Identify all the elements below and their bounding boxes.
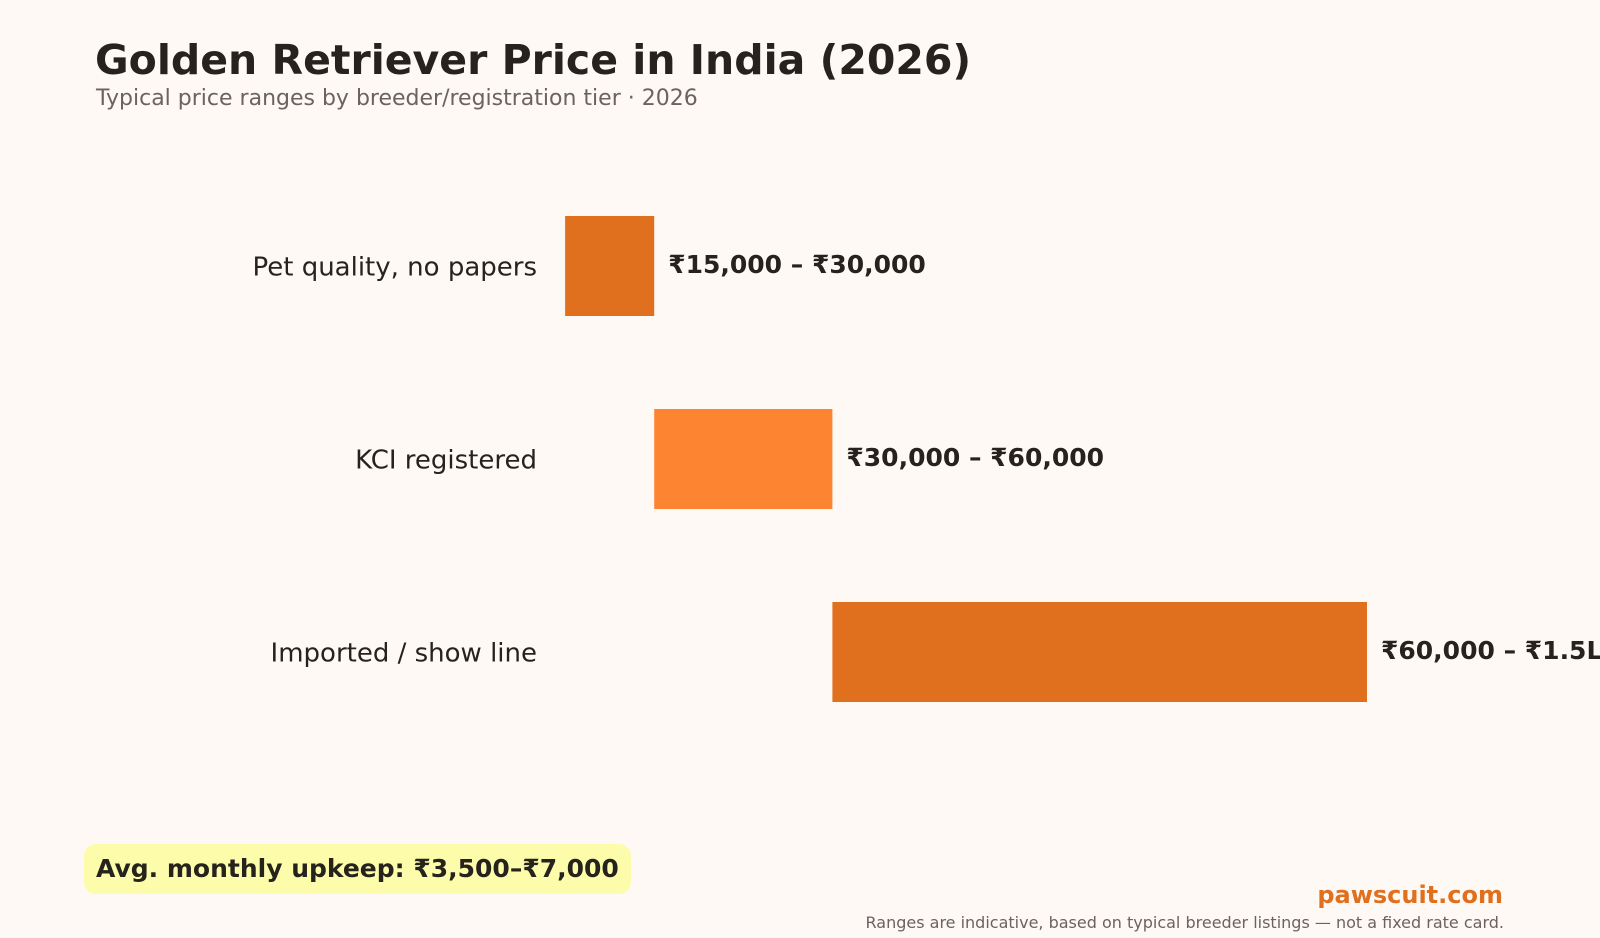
range-value-label: ₹30,000 – ₹60,000 — [846, 443, 1104, 472]
brand-link[interactable]: pawscuit.com — [1317, 881, 1503, 909]
chart-subtitle: Typical price ranges by breeder/registra… — [96, 86, 698, 111]
category-label: Pet quality, no papers — [252, 253, 537, 283]
category-label: Imported / show line — [271, 639, 537, 669]
range-bar — [565, 216, 655, 316]
upkeep-callout: Avg. monthly upkeep: ₹3,500–₹7,000 — [84, 844, 631, 894]
range-value-label: ₹60,000 – ₹1.5L — [1381, 636, 1600, 665]
range-bar — [654, 409, 833, 509]
footnote: Ranges are indicative, based on typical … — [865, 913, 1505, 932]
chart-title: Golden Retriever Price in India (2026) — [95, 36, 972, 84]
category-label: KCI registered — [355, 446, 537, 476]
range-bar-chart: Pet quality, no papers ₹15,000 – ₹30,000 K… — [252, 216, 1600, 702]
range-value-label: ₹15,000 – ₹30,000 — [668, 250, 926, 279]
range-bar — [832, 602, 1367, 702]
